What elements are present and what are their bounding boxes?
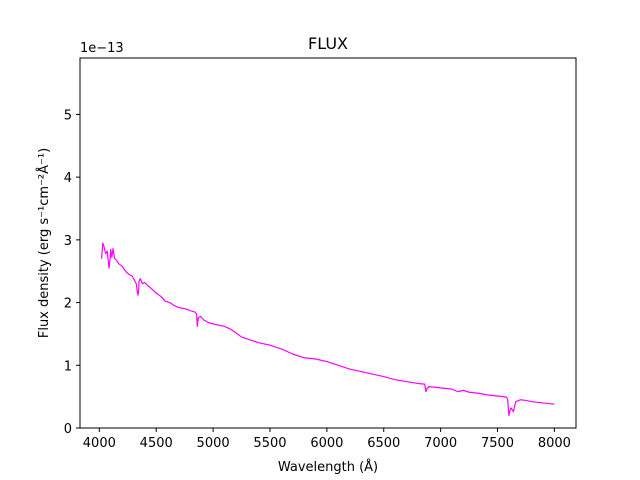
y-tick-label: 3 <box>64 234 72 249</box>
x-tick-label: 4500 <box>140 436 173 451</box>
y-tick-label: 0 <box>64 422 72 437</box>
x-tick-label: 5500 <box>253 436 286 451</box>
x-tick-label: 6500 <box>367 436 400 451</box>
x-tick-label: 7000 <box>424 436 457 451</box>
x-tick-label: 8000 <box>538 436 571 451</box>
x-axis-ticks: 4000 4500 5000 5500 6000 6500 7000 7500 8000 <box>83 428 571 451</box>
y-axis-ticks: 0 1 2 3 4 5 <box>64 108 80 437</box>
x-tick-label: 6000 <box>310 436 343 451</box>
chart-title: FLUX <box>308 34 348 53</box>
y-tick-label: 2 <box>64 297 72 312</box>
y-offset-text: 1e−13 <box>80 41 124 56</box>
y-axis-label: Flux density (erg s⁻¹cm⁻²Å⁻¹) <box>36 148 52 338</box>
x-tick-label: 4000 <box>83 436 116 451</box>
series-layer <box>101 242 555 417</box>
y-tick-label: 5 <box>64 108 72 123</box>
flux-series-line <box>101 242 555 417</box>
x-tick-label: 5000 <box>197 436 230 451</box>
plot-frame <box>79 57 577 429</box>
y-tick-label: 1 <box>64 359 72 374</box>
plot-area: 4000 4500 5000 5500 6000 6500 7000 7500 8000 0 1 2… <box>64 57 577 451</box>
x-tick-label: 7500 <box>481 436 514 451</box>
y-tick-label: 4 <box>64 171 72 186</box>
x-axis-label: Wavelength (Å) <box>278 459 378 475</box>
